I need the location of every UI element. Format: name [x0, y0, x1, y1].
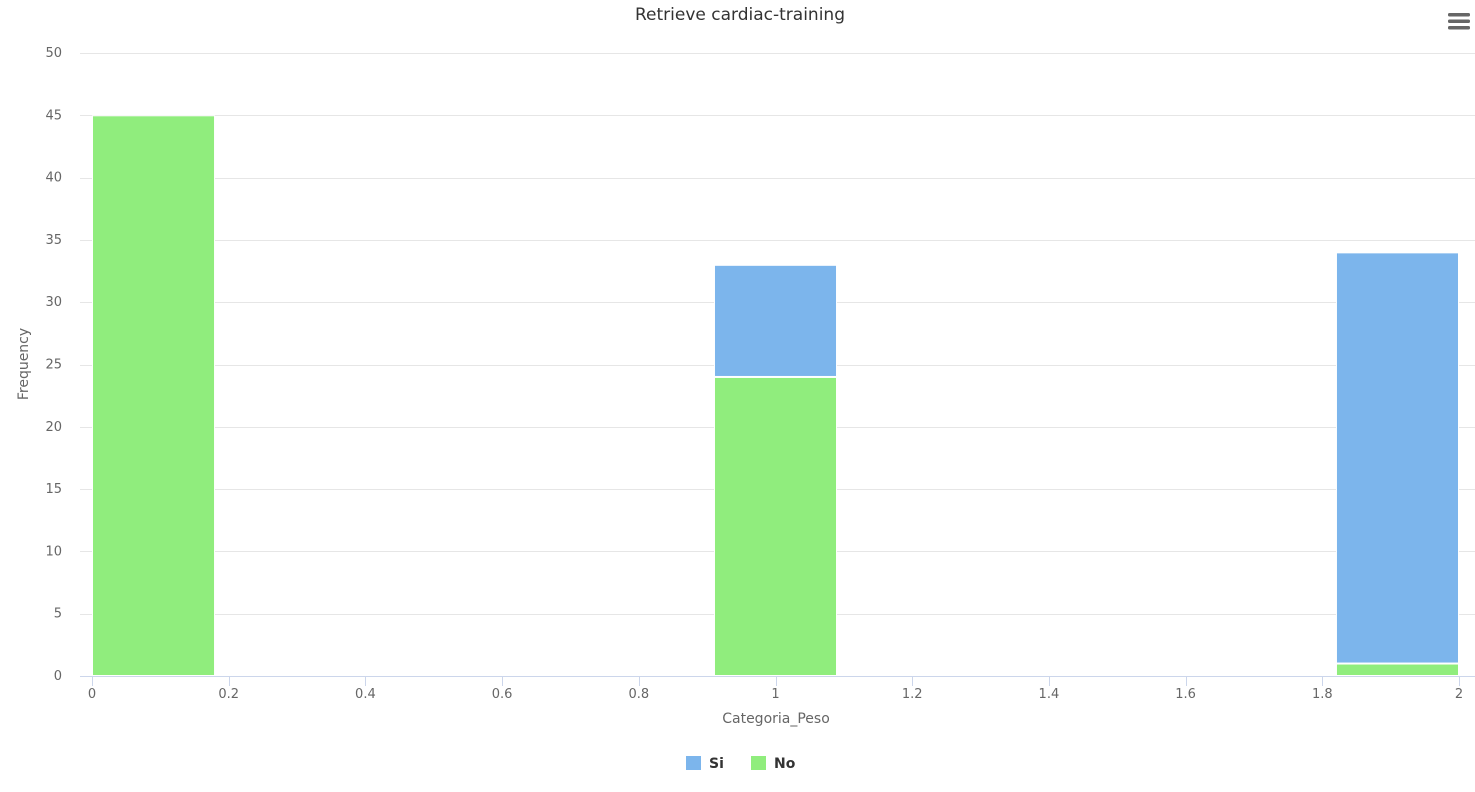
y-tick-label: 50 — [45, 46, 62, 61]
chart-title: Retrieve cardiac-training — [635, 5, 845, 25]
x-tick-label: 1.8 — [1312, 687, 1333, 702]
x-tick-label: 1.4 — [1039, 687, 1060, 702]
y-tick-label: 25 — [45, 358, 62, 373]
x-tick-label: 0.6 — [492, 687, 513, 702]
legend-label: Si — [709, 756, 724, 772]
y-tick-label: 40 — [45, 171, 62, 186]
legend-swatch — [686, 756, 701, 770]
legend-swatch — [751, 756, 766, 770]
bar-si-bin-2[interactable] — [1335, 252, 1459, 664]
x-tick-label: 0 — [88, 687, 96, 702]
y-axis-ticks: 0 5 10 15 20 25 30 35 40 45 50 — [45, 46, 62, 684]
legend-item-si[interactable]: Si — [686, 756, 724, 772]
x-tick-label: 0.4 — [355, 687, 376, 702]
y-tick-label: 35 — [45, 233, 62, 248]
legend-label: No — [774, 756, 796, 772]
bar-no-bin-1[interactable] — [713, 376, 838, 676]
legend-item-no[interactable]: No — [751, 756, 796, 772]
x-tick-label: 1.2 — [902, 687, 923, 702]
hamburger-menu-icon — [1448, 13, 1470, 30]
y-tick-label: 30 — [45, 295, 62, 310]
y-tick-label: 45 — [45, 108, 62, 123]
bar-no-bin-2[interactable] — [1335, 663, 1459, 676]
y-tick-label: 10 — [45, 544, 62, 559]
y-tick-label: 15 — [45, 482, 62, 497]
legend: Si No — [686, 756, 796, 772]
x-tick-label: 1.6 — [1175, 687, 1196, 702]
bar-no-bin-0[interactable] — [92, 115, 216, 677]
x-tick-label: 1 — [771, 687, 779, 702]
x-axis-ticks: 0 0.2 0.4 0.6 0.8 1 1.2 1.4 1.6 1.8 2 — [88, 676, 1463, 702]
y-axis-title: Frequency — [16, 328, 32, 400]
menu-button[interactable] — [1440, 6, 1470, 36]
x-tick-label: 0.2 — [218, 687, 239, 702]
x-axis-title: Categoria_Peso — [722, 711, 830, 727]
bars — [92, 115, 1459, 677]
y-tick-label: 0 — [54, 669, 62, 684]
y-tick-label: 5 — [54, 607, 62, 622]
x-tick-label: 2 — [1455, 687, 1463, 702]
bar-si-bin-1[interactable] — [713, 264, 838, 377]
y-tick-label: 20 — [45, 420, 62, 435]
x-tick-label: 0.8 — [628, 687, 649, 702]
